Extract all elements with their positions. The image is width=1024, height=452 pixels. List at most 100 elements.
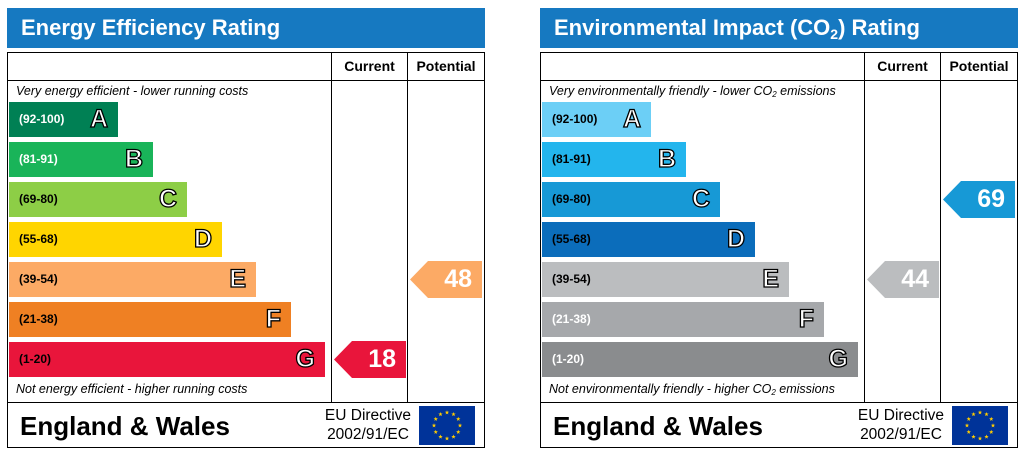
eu-star	[964, 423, 970, 428]
band-range: (39-54)	[19, 272, 58, 286]
caption-bottom-sub: 2	[771, 388, 776, 397]
current-divider	[864, 53, 865, 403]
eu-star	[431, 423, 437, 428]
eu-star	[451, 434, 456, 439]
current-divider	[331, 53, 332, 403]
band-letter: D	[726, 224, 745, 253]
band-range: (1-20)	[552, 352, 585, 366]
potential-rating-arrow: 69	[943, 181, 1015, 218]
band-letter: A	[622, 104, 641, 133]
eu-star	[971, 434, 976, 439]
rating-frame: Current Potential Very environmentally f…	[540, 52, 1018, 448]
panel-title: Environmental Impact (CO2) Rating	[540, 8, 1018, 48]
band-b: (81-91) B	[9, 142, 153, 177]
footer-region: England & Wales	[20, 411, 230, 441]
eu-flag-icon	[952, 406, 1008, 445]
rating-arrow-shape	[410, 261, 482, 298]
eu-star	[984, 411, 989, 417]
caption-bottom-text: Not energy efficient - higher running co…	[16, 382, 248, 396]
band-c: (69-80) C	[542, 182, 720, 217]
eu-star	[966, 416, 971, 421]
band-letter: B	[657, 144, 676, 173]
current-rating-arrow: 18	[334, 341, 406, 378]
potential-column-header: Potential	[416, 58, 476, 74]
eu-star	[989, 416, 994, 421]
band-range: (39-54)	[552, 272, 591, 286]
caption-top: Very environmentally friendly - lower CO…	[549, 84, 836, 99]
band-letter: F	[798, 304, 815, 333]
band-letter: F	[265, 304, 282, 333]
caption-bottom: Not energy efficient - higher running co…	[16, 382, 247, 396]
eu-star	[984, 434, 989, 439]
band-letter: G	[828, 344, 849, 373]
eu-star	[444, 436, 450, 441]
band-g: (1-20) G	[542, 342, 858, 377]
title-subscript: 2	[830, 26, 839, 42]
current-rating-value: 18	[368, 345, 396, 373]
potential-rating-value: 69	[977, 185, 1005, 213]
band-range: (69-80)	[552, 192, 591, 206]
band-b: (81-91) B	[542, 142, 686, 177]
title-text: Energy Efficiency Rating	[21, 15, 281, 40]
potential-rating-arrow: 48	[410, 261, 482, 298]
caption-top: Very energy efficient - lower running co…	[16, 84, 248, 98]
band-range: (81-91)	[19, 152, 58, 166]
band-e: (39-54) E	[9, 262, 256, 297]
eu-star	[990, 423, 996, 428]
eu-directive-line2: 2002/91/EC	[327, 426, 409, 443]
eu-star	[977, 436, 983, 441]
potential-column-header: Potential	[949, 58, 1009, 74]
current-rating-value: 44	[901, 265, 929, 293]
eu-directive-line2: 2002/91/EC	[860, 426, 942, 443]
rating-arrow-shape	[334, 341, 406, 378]
band-letter: G	[295, 344, 316, 373]
eu-directive: EU Directive 2002/91/EC	[318, 406, 418, 444]
footer-divider	[8, 402, 484, 403]
eu-star	[433, 429, 438, 434]
eu-star	[433, 416, 438, 421]
band-f: (21-38) F	[9, 302, 291, 337]
eu-star	[989, 429, 994, 434]
caption-bottom-text: Not environmentally friendly - higher CO	[549, 382, 772, 396]
band-letter: E	[229, 264, 247, 293]
eu-star	[971, 411, 976, 417]
header-divider	[541, 80, 1017, 81]
footer-region: England & Wales	[553, 411, 763, 441]
band-f: (21-38) F	[542, 302, 824, 337]
caption-top-sub: 2	[772, 90, 777, 99]
rating-frame: Current Potential Very energy efficient …	[7, 52, 485, 448]
eu-star	[457, 423, 463, 428]
title-text: Environmental Impact (CO	[554, 15, 831, 40]
band-letter: E	[762, 264, 780, 293]
title-tail: ) Rating	[838, 15, 920, 40]
footer-divider	[541, 402, 1017, 403]
band-letter: D	[193, 224, 212, 253]
band-range: (21-38)	[552, 312, 591, 326]
rating-arrow-shape	[867, 261, 939, 298]
current-column-header: Current	[877, 58, 928, 74]
environmental-impact-panel: Environmental Impact (CO2) Rating Curren…	[540, 8, 1018, 448]
potential-divider	[407, 53, 408, 403]
band-a: (92-100) A	[542, 102, 651, 137]
eu-star	[438, 411, 443, 417]
panel-title: Energy Efficiency Rating	[7, 8, 485, 48]
caption-top-text: Very energy efficient - lower running co…	[16, 84, 249, 98]
band-range: (69-80)	[19, 192, 58, 206]
eu-star	[456, 429, 461, 434]
band-e: (39-54) E	[542, 262, 789, 297]
potential-rating-value: 48	[444, 265, 472, 293]
band-range: (21-38)	[19, 312, 58, 326]
band-letter: A	[89, 104, 108, 133]
current-rating-arrow: 44	[867, 261, 939, 298]
band-range: (55-68)	[19, 232, 58, 246]
eu-directive: EU Directive 2002/91/EC	[851, 406, 951, 444]
band-c: (69-80) C	[9, 182, 187, 217]
header-divider	[8, 80, 484, 81]
band-range: (92-100)	[19, 112, 65, 126]
eu-star	[444, 410, 450, 415]
caption-top-text: Very environmentally friendly - lower CO	[549, 84, 773, 98]
band-a: (92-100) A	[9, 102, 118, 137]
band-range: (92-100)	[552, 112, 598, 126]
eu-directive-line1: EU Directive	[857, 407, 945, 424]
band-d: (55-68) D	[542, 222, 755, 257]
